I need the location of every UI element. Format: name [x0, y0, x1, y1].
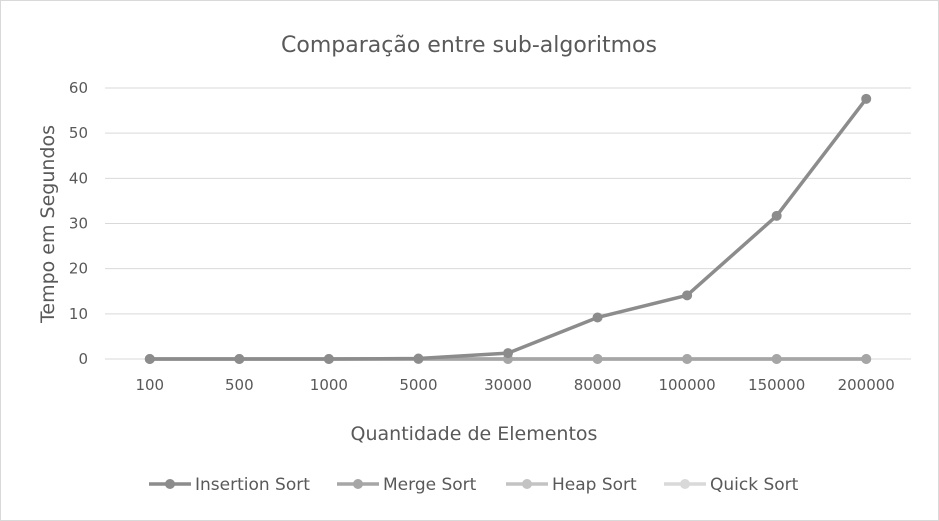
data-point [234, 354, 245, 364]
x-tick-label: 100 [135, 376, 164, 394]
legend: Insertion Sort Merge Sort Heap Sort Quick S… [149, 475, 799, 495]
x-tick-label: 150000 [748, 376, 805, 394]
data-point [682, 354, 693, 364]
x-tick-labels: 100 500 1000 5000 30000 80000 100000 150000 2000… [135, 376, 894, 394]
x-axis-title: Quantidade de Elementos [351, 423, 598, 445]
data-point [413, 353, 424, 364]
y-tick-label: 60 [69, 79, 88, 97]
y-tick-label: 30 [69, 215, 88, 233]
y-tick-label: 40 [69, 169, 88, 187]
x-tick-label: 200000 [838, 376, 895, 394]
y-axis-title: Tempo em Segundos [37, 125, 59, 324]
data-point [771, 210, 782, 221]
legend-label: Insertion Sort [195, 475, 310, 495]
x-tick-label: 30000 [484, 376, 532, 394]
legend-label: Quick Sort [710, 475, 799, 495]
legend-label: Merge Sort [383, 475, 477, 495]
x-tick-label: 500 [225, 376, 254, 394]
legend-label: Heap Sort [552, 475, 637, 495]
data-point [861, 93, 872, 104]
x-tick-label: 80000 [574, 376, 622, 394]
data-point [682, 290, 693, 301]
legend-item: Heap Sort [506, 475, 637, 495]
y-tick-label: 50 [69, 124, 88, 142]
data-point [771, 354, 782, 364]
series-line [148, 97, 868, 361]
series-insertion-sort [144, 93, 872, 364]
data-point [503, 348, 513, 359]
legend-item: Merge Sort [337, 475, 477, 495]
legend-marker [165, 479, 175, 489]
x-tick-label: 100000 [658, 376, 715, 394]
data-point [592, 354, 603, 364]
data-point [323, 354, 334, 364]
chart-title: Comparação entre sub-algoritmos [281, 33, 657, 58]
legend-marker [680, 479, 690, 489]
legend-item: Insertion Sort [149, 475, 310, 495]
y-tick-label: 10 [69, 305, 88, 323]
x-tick-label: 5000 [399, 376, 437, 394]
legend-marker [353, 479, 363, 489]
legend-item: Quick Sort [664, 475, 799, 495]
data-point [861, 354, 872, 364]
legend-marker [522, 479, 532, 489]
x-tick-label: 1000 [310, 376, 348, 394]
y-tick-label: 20 [69, 260, 88, 278]
y-tick-label: 0 [78, 350, 88, 368]
data-point [592, 312, 603, 323]
series-lines [144, 93, 872, 364]
y-tick-labels: 0 10 20 30 40 50 60 [69, 79, 88, 368]
data-point [144, 354, 155, 364]
gridlines [105, 87, 911, 360]
